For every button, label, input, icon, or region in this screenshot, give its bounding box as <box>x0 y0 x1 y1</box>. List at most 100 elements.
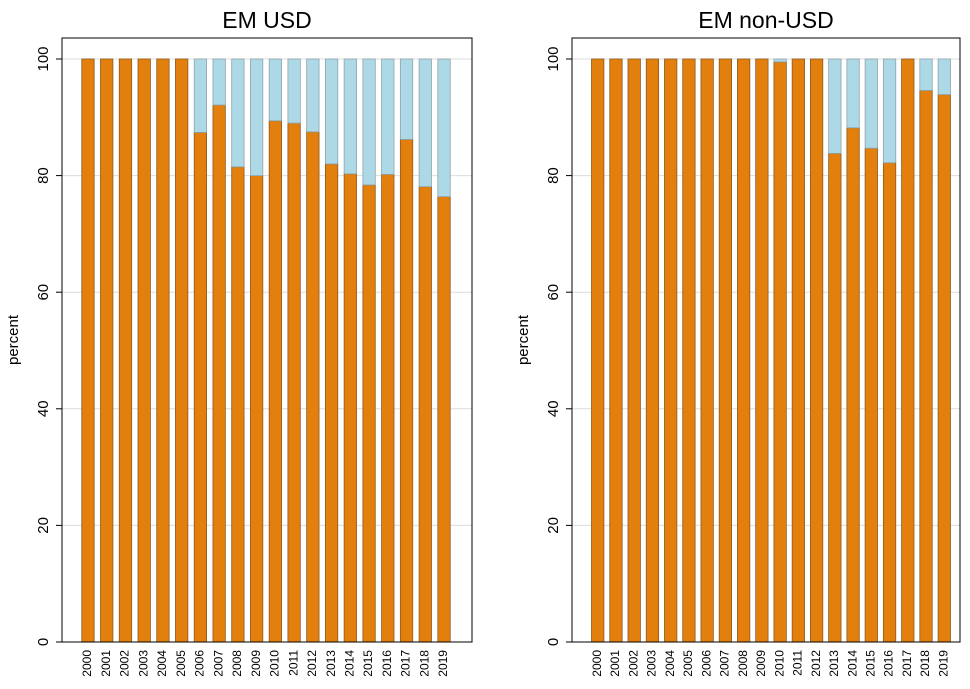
x-tick-label: 2018 <box>417 650 431 677</box>
bar <box>418 58 432 188</box>
bar <box>773 58 787 63</box>
x-tick-label: 2012 <box>305 650 319 677</box>
x-tick-label: 2016 <box>380 650 394 677</box>
x-tick-label: 2004 <box>155 650 169 677</box>
x-tick-label: 2005 <box>174 650 188 677</box>
x-tick-label: 2018 <box>918 650 932 677</box>
bar <box>212 104 226 643</box>
y-axis-label: percent <box>5 314 22 365</box>
bar <box>362 58 376 186</box>
bar <box>791 58 805 643</box>
y-tick-label: 60 <box>545 284 562 301</box>
bar <box>156 58 170 643</box>
bar <box>100 58 114 643</box>
bar <box>306 58 320 133</box>
bar <box>381 58 395 175</box>
bar <box>399 139 414 643</box>
bar <box>828 58 842 154</box>
bar <box>937 94 951 643</box>
bar <box>864 58 878 149</box>
bar <box>864 147 878 643</box>
bar <box>324 58 339 165</box>
x-tick-label: 2008 <box>736 650 750 677</box>
y-tick-label: 20 <box>545 517 562 534</box>
bar <box>250 175 264 643</box>
y-tick-label: 40 <box>35 400 52 417</box>
x-tick-label: 2011 <box>791 650 805 676</box>
bar <box>664 58 678 643</box>
y-tick-label: 0 <box>545 638 562 646</box>
bar <box>645 58 660 643</box>
x-tick-label: 2019 <box>436 650 450 677</box>
bar <box>343 173 357 643</box>
y-tick-label: 100 <box>35 46 52 71</box>
x-tick-label: 2017 <box>900 650 914 677</box>
bar <box>137 58 151 643</box>
bar <box>193 132 208 643</box>
bar <box>627 58 641 643</box>
bar <box>212 58 226 106</box>
bar <box>118 58 133 643</box>
plot-frame <box>571 37 961 643</box>
bar <box>919 90 933 643</box>
bar <box>287 122 301 643</box>
x-tick-label: 2006 <box>193 650 207 677</box>
x-tick-label: 2009 <box>249 650 263 677</box>
bar <box>437 196 451 643</box>
bar <box>882 58 897 164</box>
x-tick-label: 2014 <box>845 650 859 677</box>
x-tick-label: 2012 <box>809 650 823 677</box>
bar <box>250 58 264 176</box>
chart-title: EM non-USD <box>698 7 833 33</box>
bar <box>231 58 245 168</box>
x-tick-label: 2016 <box>882 650 896 677</box>
bar <box>901 58 915 643</box>
bar <box>682 58 696 643</box>
y-tick-label: 100 <box>545 46 562 71</box>
x-tick-label: 2009 <box>754 650 768 677</box>
bar <box>828 153 842 643</box>
x-tick-label: 2001 <box>608 650 622 677</box>
x-tick-label: 2001 <box>99 650 113 677</box>
x-tick-label: 2019 <box>936 650 950 677</box>
x-tick-label: 2015 <box>361 650 375 677</box>
y-tick-label: 80 <box>35 167 52 184</box>
x-tick-label: 2014 <box>343 650 357 677</box>
x-tick-label: 2010 <box>268 650 282 677</box>
bar <box>718 58 733 643</box>
x-tick-label: 2013 <box>324 650 338 677</box>
chart-title: EM USD <box>222 7 311 33</box>
bar <box>81 58 95 643</box>
x-tick-label: 2017 <box>399 650 413 677</box>
y-tick-label: 40 <box>545 400 562 417</box>
bar <box>437 58 451 197</box>
bar <box>268 120 282 643</box>
x-tick-label: 2007 <box>718 650 732 677</box>
bar <box>919 58 933 91</box>
y-tick-label: 20 <box>35 517 52 534</box>
x-tick-label: 2005 <box>681 650 695 677</box>
x-tick-label: 2003 <box>645 650 659 677</box>
y-tick-label: 0 <box>35 638 52 646</box>
bar <box>591 58 605 643</box>
x-tick-label: 2015 <box>863 650 877 677</box>
y-axis-label: percent <box>515 314 532 365</box>
y-tick-label: 80 <box>545 167 562 184</box>
bar <box>306 131 320 643</box>
x-tick-label: 2002 <box>118 650 132 677</box>
x-tick-label: 2004 <box>663 650 677 677</box>
bar <box>399 58 414 140</box>
bar <box>193 58 208 133</box>
x-tick-label: 2003 <box>136 650 150 677</box>
bar <box>700 58 714 643</box>
bar <box>846 58 860 129</box>
bar <box>882 162 897 643</box>
x-tick-label: 2010 <box>772 650 786 677</box>
bar <box>343 58 357 175</box>
plot-frame <box>61 37 473 643</box>
bar <box>810 58 824 643</box>
bar <box>418 186 432 643</box>
x-tick-label: 2000 <box>80 650 94 677</box>
